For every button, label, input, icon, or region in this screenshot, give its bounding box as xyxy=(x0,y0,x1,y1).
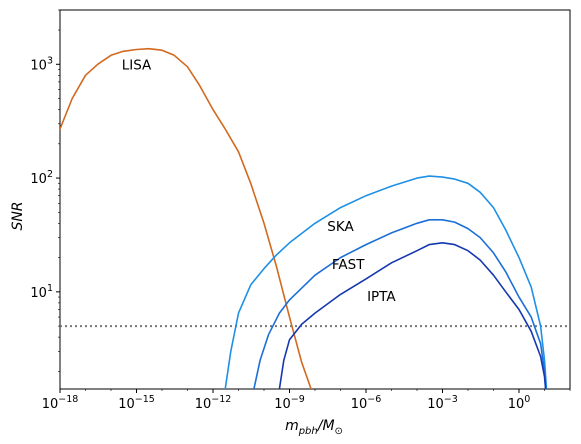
x-tick-label: 10−9 xyxy=(274,394,305,412)
series-label-ipta: IPTA xyxy=(367,289,396,305)
x-tick-label: 10−12 xyxy=(195,394,232,412)
x-tick-label: 10−6 xyxy=(351,394,382,412)
series-label-lisa: LISA xyxy=(122,57,152,73)
series-label-ska: SKA xyxy=(327,219,354,235)
y-axis-label: SNR xyxy=(10,201,26,230)
series-line-fast xyxy=(253,219,547,389)
x-axis-label-odot: ⊙ xyxy=(335,426,343,437)
x-tick-label: 100 xyxy=(508,394,531,412)
series-label-fast: FAST xyxy=(332,257,365,273)
y-tick-label: 103 xyxy=(30,55,53,73)
x-tick-label: 10−15 xyxy=(118,394,155,412)
series-line-ipta xyxy=(278,242,547,389)
y-tick-label: 102 xyxy=(30,169,53,187)
ticks-layer: 10−18 10−15 10−12 10−9 10−6 10−3 100 101 102 103 xyxy=(30,9,571,412)
x-axis-label-suffix: /M xyxy=(316,418,335,434)
x-tick-label: 10−3 xyxy=(427,394,458,412)
x-axis-label-main: m xyxy=(285,418,299,434)
series-layer xyxy=(60,47,548,389)
x-axis-label: mpbh/M⊙ xyxy=(285,418,343,437)
x-tick-label: 10−18 xyxy=(42,394,79,412)
series-line-lisa xyxy=(60,47,312,389)
series-line-ska xyxy=(224,175,548,389)
y-tick-label: 101 xyxy=(30,283,53,301)
x-axis-label-subscript: pbh xyxy=(298,426,318,437)
